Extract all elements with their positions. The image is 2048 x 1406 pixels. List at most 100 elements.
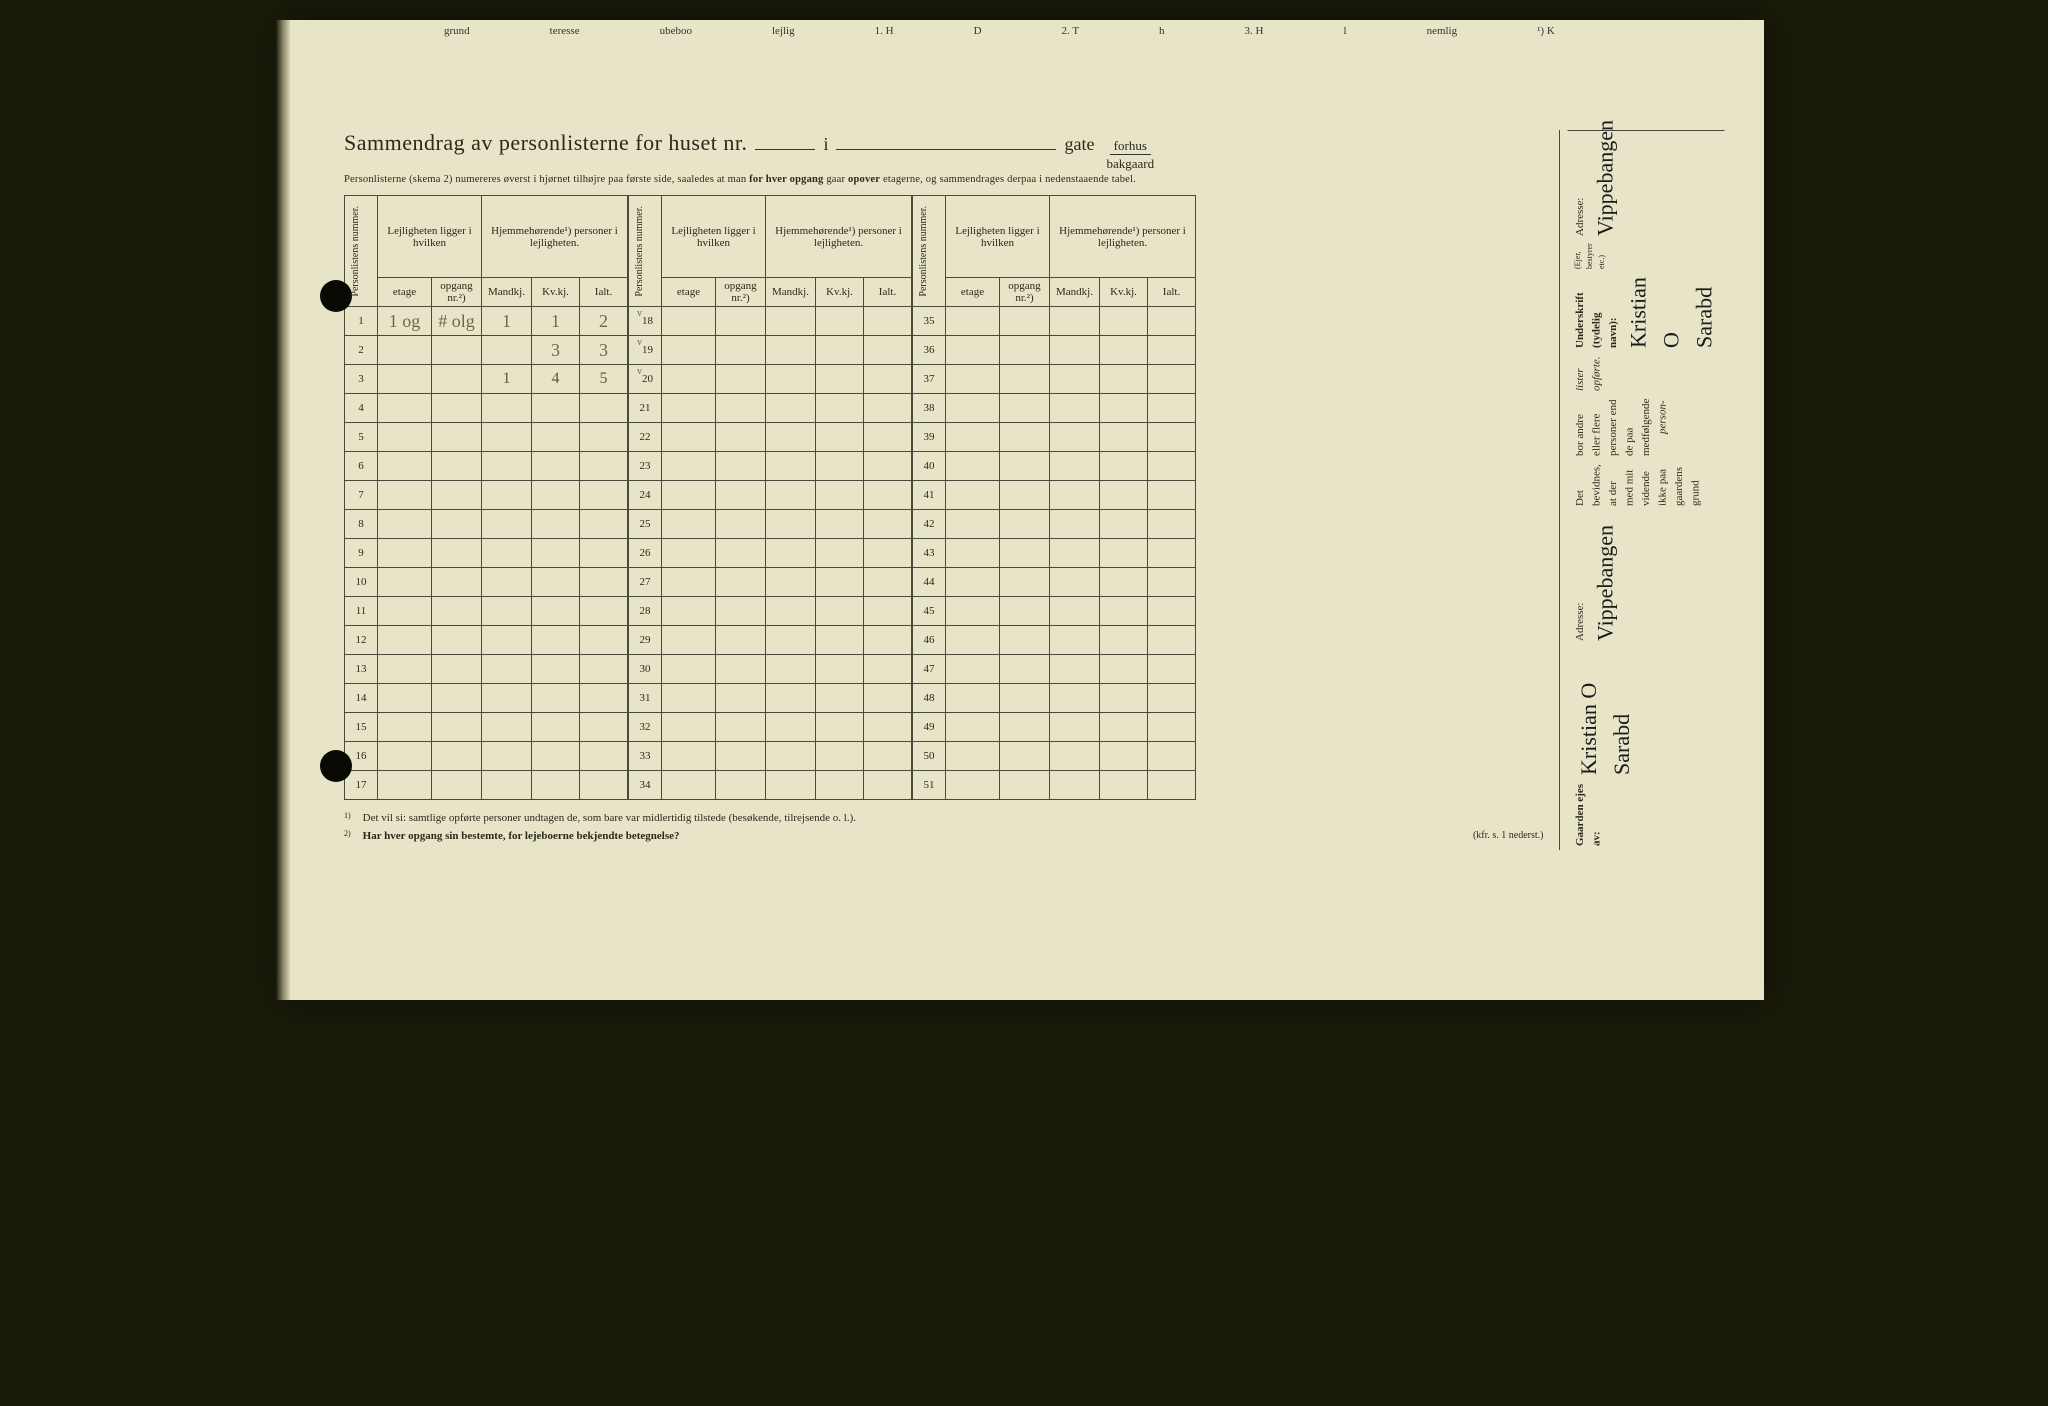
cell-number: 3 <box>345 365 378 394</box>
cell-number: v19 <box>629 336 662 365</box>
cell-ialt <box>1148 336 1196 365</box>
document-page: grundteresseubeboolejlig1. HD2. Th3. Hln… <box>284 20 1764 1000</box>
cell-number: 36 <box>913 336 946 365</box>
footnote-1: Det vil si: samtlige opførte personer un… <box>363 810 856 828</box>
cell-ialt <box>580 568 628 597</box>
cell-opgang <box>716 655 766 684</box>
table-row: 4 <box>345 394 628 423</box>
cell-mandkj <box>1050 626 1100 655</box>
cell-number: 10 <box>345 568 378 597</box>
table-row: 9 <box>345 539 628 568</box>
table-row: 44 <box>913 568 1196 597</box>
cell-kvkj <box>532 655 580 684</box>
cell-ialt <box>864 365 912 394</box>
cell-ialt <box>864 771 912 800</box>
cell-etage <box>378 742 432 771</box>
table-row: 30 <box>629 655 912 684</box>
cell-etage <box>946 452 1000 481</box>
cell-number: 9 <box>345 539 378 568</box>
table-row: 17 <box>345 771 628 800</box>
cell-etage <box>662 481 716 510</box>
cell-mandkj <box>766 597 816 626</box>
col-opgang: opgang nr.²) <box>432 278 482 307</box>
cell-opgang <box>1000 771 1050 800</box>
cell-number: 22 <box>629 423 662 452</box>
table-row: 40 <box>913 452 1196 481</box>
cell-mandkj <box>482 423 532 452</box>
cell-etage <box>662 510 716 539</box>
cell-kvkj: 1 <box>532 307 580 336</box>
cell-mandkj <box>766 365 816 394</box>
col-ialt: Ialt. <box>1148 278 1196 307</box>
cell-ialt <box>580 394 628 423</box>
title-i: i <box>823 134 828 155</box>
table-row: v20 <box>629 365 912 394</box>
cell-mandkj <box>482 452 532 481</box>
cell-etage <box>946 655 1000 684</box>
cell-etage <box>946 771 1000 800</box>
cell-number: v18 <box>629 307 662 336</box>
table-row: 43 <box>913 539 1196 568</box>
cell-number: 40 <box>913 452 946 481</box>
cell-etage <box>378 655 432 684</box>
col-lejlighet: Lejligheten ligger i hvilken <box>378 196 482 278</box>
cell-kvkj <box>1100 742 1148 771</box>
cell-ialt <box>864 568 912 597</box>
col-opgang: opgang nr.²) <box>716 278 766 307</box>
cell-ialt <box>1148 626 1196 655</box>
cell-kvkj <box>816 307 864 336</box>
cell-kvkj <box>816 394 864 423</box>
cell-mandkj <box>1050 481 1100 510</box>
cell-opgang <box>1000 539 1050 568</box>
cell-etage <box>946 597 1000 626</box>
cell-etage <box>378 394 432 423</box>
cell-ialt <box>864 452 912 481</box>
col-personlist: Personlistens nummer. <box>913 196 946 307</box>
footnote-marker: 2) <box>344 828 351 846</box>
cell-etage <box>946 510 1000 539</box>
cell-mandkj <box>1050 510 1100 539</box>
cell-number: 44 <box>913 568 946 597</box>
attestation-block: Det bevidnes, at der med mit vidende ikk… <box>1568 130 1725 510</box>
cell-number: 8 <box>345 510 378 539</box>
cell-number: 24 <box>629 481 662 510</box>
cell-etage <box>378 365 432 394</box>
table-row: 11 <box>345 597 628 626</box>
cell-ialt <box>864 394 912 423</box>
cell-etage <box>662 539 716 568</box>
forhus-bakgaard-fraction: forhus bakgaard <box>1106 139 1154 170</box>
cell-mandkj <box>482 655 532 684</box>
cell-etage <box>662 365 716 394</box>
table-row: 22 <box>629 423 912 452</box>
cell-opgang <box>1000 626 1050 655</box>
cell-opgang <box>432 423 482 452</box>
cell-number: 51 <box>913 771 946 800</box>
cell-etage <box>378 597 432 626</box>
cell-ialt <box>580 481 628 510</box>
cell-mandkj <box>482 568 532 597</box>
cell-etage <box>378 423 432 452</box>
table-row: 6 <box>345 452 628 481</box>
cell-kvkj <box>816 742 864 771</box>
cell-kvkj <box>532 452 580 481</box>
cell-etage <box>662 655 716 684</box>
cell-opgang <box>716 365 766 394</box>
cell-kvkj <box>532 423 580 452</box>
content-area: Sammendrag av personlisterne for huset n… <box>344 130 1724 850</box>
cell-kvkj <box>1100 655 1148 684</box>
cell-number: 13 <box>345 655 378 684</box>
table-row: 12 <box>345 626 628 655</box>
cell-ialt <box>580 452 628 481</box>
table-row: 34 <box>629 771 912 800</box>
table-row: 14 <box>345 684 628 713</box>
cell-mandkj <box>1050 307 1100 336</box>
cell-number: 45 <box>913 597 946 626</box>
col-hjemme: Hjemmehørende¹) personer i lejligheten. <box>766 196 912 278</box>
cell-etage <box>662 742 716 771</box>
cell-etage <box>378 481 432 510</box>
cell-ialt <box>580 626 628 655</box>
cell-opgang <box>716 539 766 568</box>
cell-number: 12 <box>345 626 378 655</box>
cell-etage <box>946 307 1000 336</box>
col-kvkj: Kv.kj. <box>816 278 864 307</box>
